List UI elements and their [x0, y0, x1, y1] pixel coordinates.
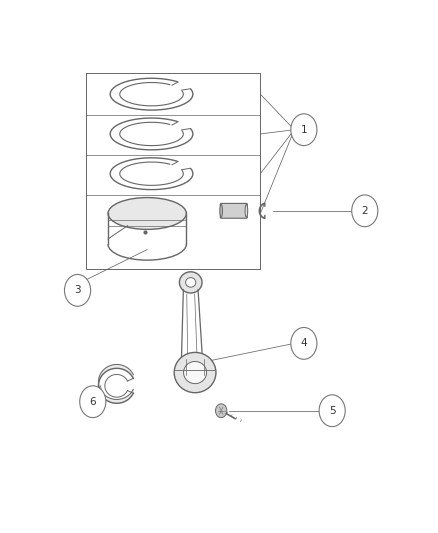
Ellipse shape: [220, 205, 223, 217]
Text: 1: 1: [300, 125, 307, 135]
Circle shape: [80, 386, 106, 418]
Ellipse shape: [108, 198, 186, 229]
Text: 6: 6: [89, 397, 96, 407]
Ellipse shape: [180, 272, 202, 293]
Circle shape: [352, 195, 378, 227]
Ellipse shape: [184, 361, 207, 384]
Circle shape: [291, 327, 317, 359]
Circle shape: [319, 395, 345, 426]
Text: 2: 2: [361, 206, 368, 216]
Polygon shape: [99, 365, 133, 403]
Ellipse shape: [186, 278, 196, 287]
Circle shape: [64, 274, 91, 306]
Text: 5: 5: [329, 406, 336, 416]
Circle shape: [215, 404, 227, 418]
Ellipse shape: [174, 352, 216, 393]
FancyBboxPatch shape: [220, 204, 247, 218]
Text: 3: 3: [74, 285, 81, 295]
Text: 4: 4: [300, 338, 307, 349]
Circle shape: [291, 114, 317, 146]
Ellipse shape: [245, 205, 248, 217]
